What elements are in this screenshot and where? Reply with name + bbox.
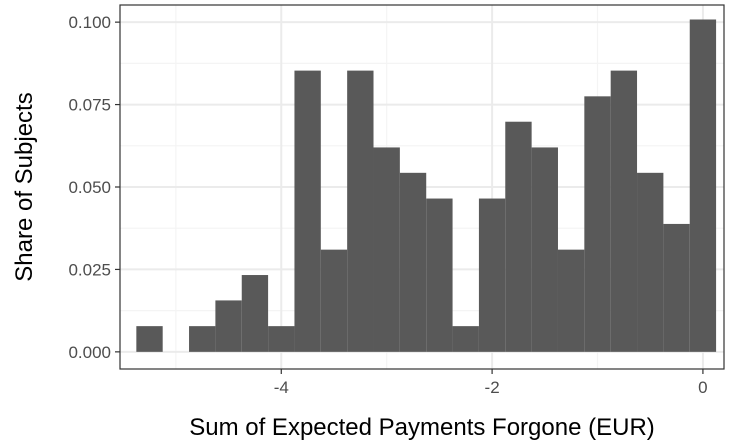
y-tick-label: 0.000 — [68, 343, 111, 362]
histogram-bar — [320, 249, 348, 352]
histogram-bar — [294, 70, 321, 352]
histogram-bar — [189, 326, 216, 352]
histogram-bar — [557, 249, 585, 352]
y-tick-label: 0.100 — [68, 13, 111, 32]
histogram-bar — [399, 172, 427, 352]
y-tick-label: 0.050 — [68, 178, 111, 197]
histogram-bar — [689, 19, 717, 352]
histogram-bar — [584, 96, 611, 352]
histogram-bar — [241, 275, 269, 352]
histogram-bar — [478, 198, 506, 352]
x-tick-label: -4 — [274, 378, 289, 397]
histogram-bar — [426, 198, 453, 352]
histogram-bar — [610, 70, 638, 352]
y-axis: 0.000 0.025 0.050 0.075 0.100 — [68, 13, 120, 362]
x-axis-title: Sum of Expected Payments Forgone (EUR) — [189, 414, 655, 441]
histogram-bar — [505, 121, 532, 352]
histogram-bars — [136, 19, 717, 352]
histogram-bar — [637, 172, 664, 352]
x-tick-label: -2 — [485, 378, 500, 397]
x-axis: -4 -2 0 — [274, 369, 708, 397]
histogram-bar — [136, 326, 163, 352]
histogram-bar — [663, 223, 690, 352]
histogram-bar — [373, 147, 400, 352]
histogram-bar — [452, 326, 479, 352]
y-tick-label: 0.025 — [68, 260, 111, 279]
histogram-bar — [347, 70, 374, 352]
histogram-bar — [215, 300, 242, 352]
x-tick-label: 0 — [698, 378, 707, 397]
y-tick-label: 0.075 — [68, 96, 111, 115]
histogram-bar — [531, 147, 558, 352]
y-axis-title: Share of Subjects — [11, 92, 38, 281]
histogram-bar — [268, 326, 295, 352]
